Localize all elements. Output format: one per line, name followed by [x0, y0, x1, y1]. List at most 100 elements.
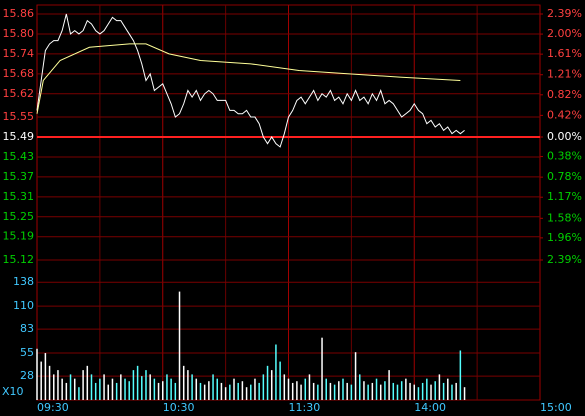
volume-bar: [275, 344, 277, 400]
volume-bar: [141, 376, 143, 400]
y2-tick-label: 2.00%: [547, 27, 582, 40]
y-tick-label: 15.74: [3, 47, 35, 60]
volume-bar: [178, 291, 181, 400]
volume-bar: [61, 378, 63, 400]
volume-bar: [82, 370, 84, 400]
volume-bar: [145, 370, 147, 400]
y-tick-label: 15.86: [3, 7, 35, 20]
volume-bar: [132, 370, 135, 400]
y2-tick-label: 1.21%: [547, 68, 582, 81]
volume-bar: [434, 381, 436, 400]
volume-bar: [413, 384, 415, 400]
volume-bar: [53, 374, 55, 400]
y2-tick-label: 0.42%: [547, 108, 582, 121]
y2-tick-label: 1.61%: [547, 47, 582, 60]
x-tick-label: 15:00: [540, 401, 572, 414]
volume-bar: [153, 378, 156, 400]
volume-bar: [359, 374, 361, 400]
volume-bar: [442, 382, 445, 400]
volume-bar: [103, 374, 105, 400]
y2-tick-label: 1.96%: [547, 231, 582, 244]
y-tick-label: 15.12: [3, 253, 35, 266]
volume-bar: [270, 370, 273, 400]
volume-bar: [262, 374, 265, 400]
volume-bar: [220, 382, 223, 400]
volume-bar: [157, 382, 160, 400]
y2-tick-label: 0.38%: [547, 150, 582, 163]
volume-tick-label: 28: [20, 369, 34, 382]
volume-bar: [111, 378, 114, 400]
volume-bar: [73, 378, 76, 400]
volume-bar: [258, 382, 260, 400]
volume-bar: [396, 384, 399, 400]
volume-bar: [317, 384, 319, 400]
volume-bar: [312, 382, 315, 400]
volume-bar: [124, 378, 126, 400]
volume-bar: [455, 382, 457, 400]
y-tick-label: 15.19: [3, 230, 35, 243]
y-tick-label: 15.80: [3, 27, 35, 40]
y-tick-label: 15.62: [3, 87, 35, 100]
volume-bar: [36, 348, 38, 400]
volume-bar: [99, 378, 101, 400]
y2-tick-label: 2.39%: [547, 7, 582, 20]
volume-bar: [250, 384, 252, 400]
volume-bar: [149, 374, 151, 400]
volume-bar: [405, 378, 407, 400]
volume-bar: [174, 382, 177, 400]
volume-bar: [48, 365, 51, 400]
volume-bar: [136, 365, 139, 400]
volume-bar: [459, 350, 462, 400]
y-tick-label: 15.68: [3, 67, 35, 80]
volume-bar: [187, 370, 189, 400]
y-tick-label: 15.55: [3, 110, 35, 123]
volume-bar: [463, 387, 466, 400]
volume-bar: [325, 378, 327, 400]
volume-bar: [65, 382, 68, 400]
y-tick-label: 15.49: [3, 130, 35, 143]
x-tick-label: 09:30: [37, 401, 69, 414]
volume-tick-label: 55: [20, 346, 34, 359]
volume-bar: [438, 374, 441, 400]
y2-tick-label: 2.39%: [547, 253, 582, 266]
volume-bar: [44, 353, 47, 400]
volume-bar: [283, 374, 286, 400]
volume-bar: [195, 378, 198, 400]
volume-bar: [120, 374, 122, 400]
volume-bar: [90, 374, 93, 400]
y-tick-label: 15.25: [3, 210, 35, 223]
volume-bar: [379, 384, 382, 400]
y-tick-label: 15.31: [3, 190, 35, 203]
volume-bar: [388, 370, 390, 400]
volume-bar: [266, 365, 269, 400]
volume-bar: [363, 381, 365, 400]
volume-tick-label: 83: [20, 322, 34, 335]
volume-bar: [400, 381, 403, 400]
volume-bar: [94, 382, 97, 400]
volume-bar: [237, 382, 239, 400]
volume-bar: [329, 382, 332, 400]
volume-bar: [115, 382, 118, 400]
volume-bar: [78, 387, 80, 400]
volume-bar: [291, 382, 294, 400]
volume-bar: [279, 361, 281, 400]
volume-bar: [208, 381, 210, 400]
volume-bar: [69, 374, 72, 400]
x-tick-label: 14:00: [414, 401, 446, 414]
volume-bar: [451, 384, 453, 400]
volume-bar: [57, 370, 59, 400]
volume-bar: [354, 352, 357, 400]
volume-bar: [321, 337, 323, 400]
volume-bar: [182, 365, 185, 400]
volume-bar: [287, 378, 290, 400]
volume-bar: [308, 374, 311, 400]
volume-bar: [199, 382, 202, 400]
volume-bar: [254, 378, 256, 400]
average-line: [36, 43, 461, 114]
volume-bar: [430, 384, 432, 400]
y2-tick-label: 0.00%: [547, 130, 582, 143]
price-line: [36, 13, 465, 148]
